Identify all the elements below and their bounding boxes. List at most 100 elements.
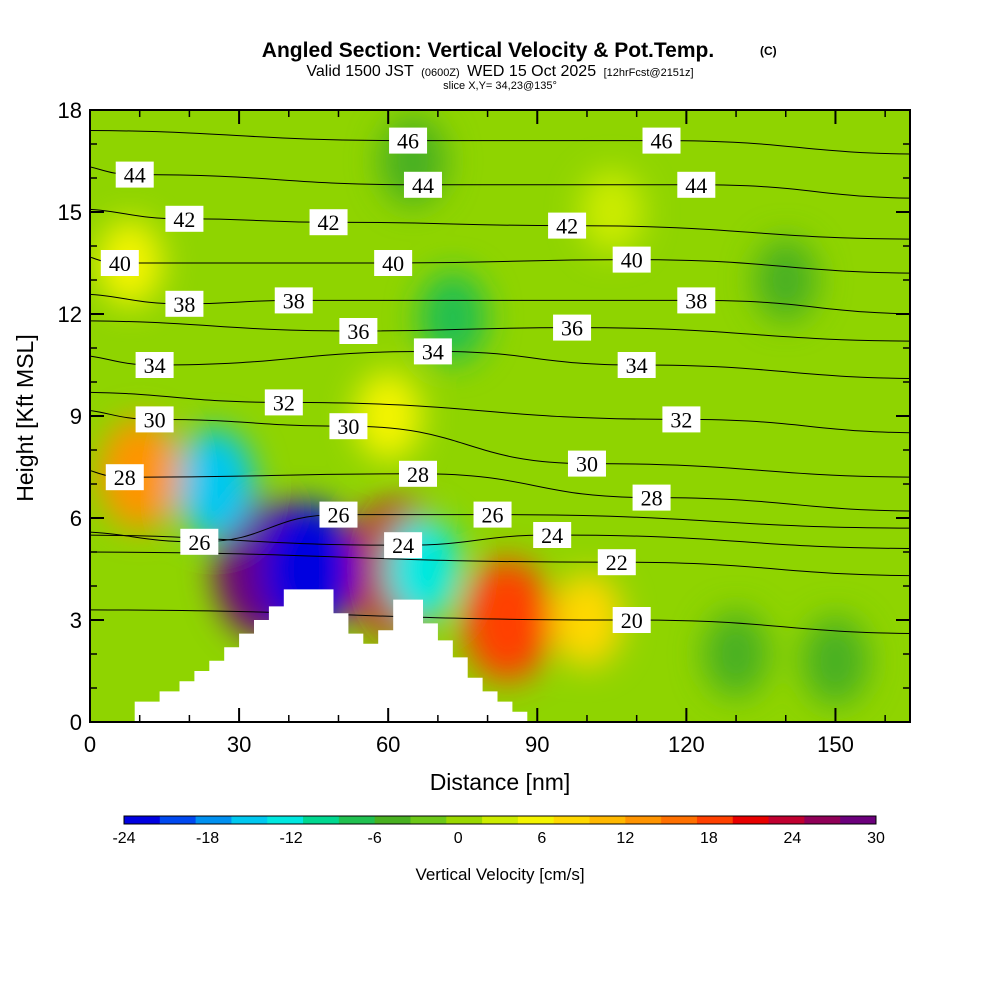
colorbar-swatch — [768, 816, 805, 824]
contour-label-text: 36 — [347, 319, 369, 344]
x-tick-label: 120 — [668, 732, 705, 757]
theta-contour-24 — [90, 534, 910, 550]
colorbar-swatch — [159, 816, 197, 824]
contour-label-42: 42 — [548, 212, 587, 239]
contour-label-box — [632, 484, 671, 511]
velocity-cell-9 — [802, 616, 869, 706]
contour-label-text: 44 — [124, 163, 146, 188]
contour-label-34: 34 — [617, 352, 656, 378]
valid-fcst: [12hrFcst@2151z] — [604, 67, 694, 79]
colorbar-swatch — [231, 816, 268, 824]
velocity-cell-8 — [703, 611, 769, 697]
contour-label-text: 42 — [318, 210, 340, 235]
colorbar-swatch — [840, 816, 877, 824]
valid-utc: (0600Z) — [421, 67, 460, 79]
plot-area — [90, 110, 910, 722]
contour-label-36: 36 — [339, 318, 378, 344]
theta-contour-46 — [90, 129, 910, 155]
contour-label-box — [612, 246, 651, 273]
contour-label-box — [165, 290, 204, 317]
contour-label-24: 24 — [384, 532, 423, 559]
contour-label-text: 24 — [541, 523, 563, 548]
contour-label-box — [533, 522, 572, 548]
theta-contours — [90, 129, 910, 634]
colorbar-tick-label: 0 — [454, 830, 463, 847]
contour-label-38: 38 — [677, 287, 716, 314]
contour-label-34: 34 — [135, 352, 174, 378]
contour-label-32: 32 — [264, 389, 303, 416]
contour-label-box — [567, 450, 606, 477]
colorbar-swatch — [661, 816, 698, 824]
contour-label-box — [309, 209, 348, 236]
colorbar-swatch — [338, 816, 376, 824]
contour-label-26: 26 — [180, 528, 219, 555]
chart-title: Angled Section: Vertical Velocity & Pot.… — [262, 39, 714, 62]
colorbar-swatch — [517, 816, 555, 824]
contour-label-box — [662, 406, 701, 433]
colorbar-swatch — [267, 816, 304, 824]
contour-label-box — [642, 127, 681, 154]
theta-contour-22 — [90, 551, 910, 577]
contour-label-text: 34 — [422, 339, 444, 364]
contour-label-box — [677, 287, 716, 314]
contour-label-38: 38 — [165, 290, 204, 317]
colorbar-swatch — [482, 816, 519, 824]
y-tick-label: 3 — [70, 608, 82, 633]
colorbar-tick-label: 12 — [616, 830, 634, 847]
contour-label-20: 20 — [612, 607, 651, 633]
x-tick-label: 60 — [376, 732, 400, 757]
velocity-cell-12 — [580, 170, 644, 254]
colorbar-swatch — [625, 816, 662, 824]
colorbar-swatch — [732, 816, 770, 824]
valid-prefix: Valid 1500 JST — [306, 63, 414, 80]
contour-label-34: 34 — [413, 338, 452, 365]
contour-label-box — [389, 127, 428, 154]
contour-label-28: 28 — [399, 460, 437, 487]
colorbar-swatch — [446, 816, 483, 824]
contour-label-22: 22 — [597, 549, 636, 576]
contour-label-30: 30 — [135, 406, 174, 433]
contour-label-28: 28 — [632, 484, 671, 511]
contour-label-text: 28 — [407, 462, 429, 487]
y-tick-label: 0 — [70, 710, 82, 735]
contour-label-text: 36 — [561, 316, 583, 341]
contour-label-text: 44 — [685, 173, 707, 198]
contour-label-text: 40 — [109, 251, 131, 276]
contour-label-30: 30 — [567, 450, 606, 477]
contour-label-box — [617, 352, 656, 378]
contour-label-box — [339, 318, 378, 344]
y-tick-label: 12 — [58, 302, 82, 327]
contour-label-text: 30 — [337, 414, 359, 439]
contour-label-box — [384, 532, 423, 559]
contour-label-box — [473, 501, 512, 528]
contour-label-26: 26 — [473, 501, 512, 528]
contour-label-box — [403, 171, 442, 198]
colorbar-tick-label: -6 — [368, 830, 382, 847]
x-tick-label: 90 — [525, 732, 549, 757]
valid-date: WED 15 Oct 2025 — [467, 63, 596, 80]
contour-label-text: 32 — [670, 407, 692, 432]
contour-label-26: 26 — [319, 501, 358, 528]
contour-label-box — [100, 250, 139, 276]
colorbar-swatch — [804, 816, 841, 824]
contour-label-46: 46 — [389, 127, 428, 154]
contour-labels: 20 22 24 24 26 26 26 28 28 28 30 30 30 32 32 34 34 34 36 36… — [100, 127, 716, 633]
contour-label-box — [548, 212, 587, 239]
x-tick-label: 150 — [817, 732, 854, 757]
contour-label-box — [677, 171, 716, 198]
x-axis: 0 30 60 90 120 150 — [84, 110, 886, 757]
colorbar-tick-label: -24 — [112, 830, 135, 847]
y-tick-label: 9 — [70, 404, 82, 429]
contour-label-46: 46 — [642, 127, 681, 154]
colorbar-tick-label: -18 — [196, 830, 219, 847]
colorbar-label: Vertical Velocity [cm/s] — [415, 865, 584, 884]
contour-label-text: 28 — [114, 465, 136, 490]
contour-label-38: 38 — [274, 287, 313, 314]
contour-label-40: 40 — [100, 250, 139, 276]
colorbar-tick-label: 24 — [784, 830, 802, 847]
contour-label-text: 38 — [283, 288, 305, 313]
contour-label-text: 20 — [621, 608, 643, 633]
contour-label-44: 44 — [677, 171, 716, 198]
theta-contour-36 — [90, 320, 910, 342]
contour-label-42: 42 — [165, 205, 204, 232]
